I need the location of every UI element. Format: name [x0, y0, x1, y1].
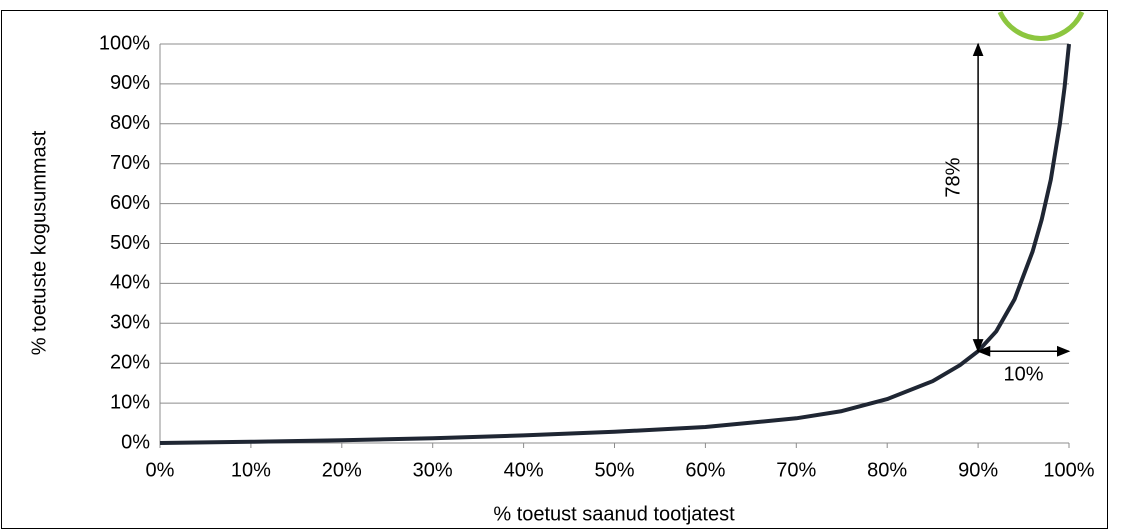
x-tick-label: 100% — [1043, 459, 1094, 481]
x-tick-label: 30% — [413, 459, 453, 481]
frame — [1, 10, 1108, 529]
x-tick-label: 90% — [958, 459, 998, 481]
logo-arc — [997, 10, 1085, 41]
y-tick-label: 10% — [110, 391, 150, 413]
x-tick-label: 10% — [231, 459, 271, 481]
y-tick-label: 30% — [110, 312, 150, 334]
y-axis-label: % toetuste kogusummast — [28, 130, 50, 355]
x-tick-label: 60% — [685, 459, 725, 481]
y-tick-label: 20% — [110, 351, 150, 373]
annotation-label: 10% — [1004, 364, 1044, 386]
x-tick-label: 20% — [322, 459, 362, 481]
y-tick-label: 70% — [110, 152, 150, 174]
y-tick-label: 100% — [99, 32, 150, 54]
x-tick-label: 50% — [594, 459, 634, 481]
y-tick-label: 90% — [110, 72, 150, 94]
x-tick-label: 0% — [146, 459, 175, 481]
x-tick-label: 40% — [504, 459, 544, 481]
annotation-label: 78% — [942, 157, 964, 197]
data-line — [159, 43, 1071, 445]
y-tick-label: 0% — [121, 431, 150, 453]
x-axis-label: % toetust saanud tootjatest — [493, 503, 735, 525]
y-tick-label: 80% — [110, 112, 150, 134]
x-tick-label: 80% — [867, 459, 907, 481]
y-tick-label: 60% — [110, 192, 150, 214]
y-tick-label: 40% — [110, 272, 150, 294]
x-tick-label: 70% — [776, 459, 816, 481]
y-tick-label: 50% — [110, 232, 150, 254]
